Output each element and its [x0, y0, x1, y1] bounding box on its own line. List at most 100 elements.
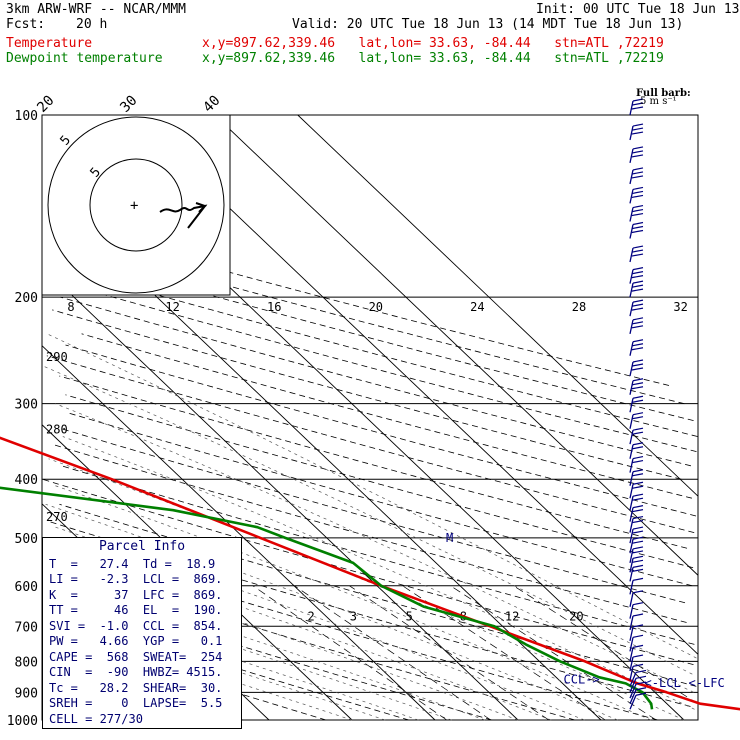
wind-barb-flag: [632, 559, 644, 563]
wind-barb-flag: [632, 412, 644, 416]
wind-barb: [629, 548, 634, 564]
pressure-tick-label: 300: [15, 398, 38, 413]
wind-barb-flag: [632, 363, 644, 367]
wind-barb-flag: [632, 473, 644, 477]
wind-barb: [629, 672, 637, 687]
wind-barb: [629, 666, 634, 681]
left-scale-label: 280: [46, 423, 68, 437]
wind-barb-flag: [632, 456, 644, 460]
wind-barb-flag: [632, 481, 644, 485]
wind-barb-flag: [632, 343, 644, 347]
wind-barb-flag: [632, 284, 644, 288]
forecast-hour: 20 h: [76, 17, 108, 32]
wind-barb-flag: [632, 127, 644, 131]
isotherm-label: 40: [200, 93, 223, 116]
wind-barb-flag: [632, 431, 644, 435]
parcel-row: CELL = 277/30: [49, 711, 143, 726]
sounding-annotation: <-LCL: [645, 676, 681, 690]
left-scale-label: 290: [46, 350, 68, 364]
hodograph-speed-label: 24: [470, 300, 484, 314]
pressure-tick-label: 600: [15, 580, 38, 595]
wind-barb: [629, 458, 634, 473]
isotherm-line: [214, 114, 699, 576]
wind-barb-flag: [632, 613, 644, 617]
sounding-curves: [0, 436, 740, 711]
dry-adiabat-line: [61, 465, 695, 645]
wind-barb-flag: [631, 367, 644, 371]
wind-barb: [629, 689, 637, 704]
wind-barb-flag: [632, 190, 644, 194]
wind-barb-flag: [632, 515, 644, 520]
mixing-ratio-line: [450, 585, 657, 721]
dry-adiabat-line: [63, 254, 694, 421]
hodograph-speed-label: 8: [67, 300, 74, 314]
wind-barb: [629, 604, 634, 619]
wind-barb-flag: [632, 460, 644, 464]
wind-barb: [629, 430, 634, 445]
temperature-profile: [0, 436, 740, 711]
wind-barb-flag: [631, 325, 644, 329]
dry-adiabat-line: [46, 355, 695, 533]
mixing-ratio-line: [402, 585, 606, 721]
wind-barb-flag: [632, 280, 644, 284]
pressure-tick-label: 500: [15, 532, 38, 547]
wind-barb-flag: [631, 347, 644, 351]
isotherm-line: [41, 266, 519, 721]
moist-adiabat-line: [43, 365, 693, 675]
wind-barb-flag: [632, 590, 644, 594]
hodograph-outer-ring: [47, 116, 225, 294]
parcel-row: SVI = -1.0 CCL = 854.: [49, 618, 223, 633]
wind-barb: [629, 567, 634, 582]
wind-barb: [629, 169, 634, 185]
wind-barb: [629, 380, 634, 395]
wind-barb-flag: [632, 416, 644, 420]
wind-barb-flag: [631, 253, 644, 257]
wind-barb-flag: [632, 509, 644, 513]
parcel-row: T = 27.4 Td = 18.9: [49, 556, 216, 571]
wind-barb: [629, 361, 634, 377]
wind-barb: [629, 539, 634, 554]
wind-legend-title: Full barb:: [636, 88, 691, 99]
dry-adiabat-line: [65, 344, 697, 517]
mixing-ratio-line: [252, 585, 447, 721]
wind-barb-flag: [632, 624, 644, 628]
wind-barb: [629, 615, 634, 631]
wind-barb-flag: [631, 175, 644, 179]
dry-adiabat-line: [59, 375, 688, 549]
wind-barb-flag: [631, 307, 644, 311]
wind-barb: [629, 207, 634, 222]
wind-barb-flag: [632, 208, 644, 213]
wind-barb: [629, 444, 634, 459]
wind-barb-flag: [631, 106, 644, 110]
wind-barb-flag: [632, 526, 644, 530]
wind-barb-flag: [635, 681, 647, 685]
wind-barb-flag: [631, 154, 644, 158]
wind-barb-flag: [632, 663, 644, 667]
wind-barb-flag: [631, 288, 644, 292]
wind-barb-flag: [632, 359, 644, 363]
wind-barb-flag: [632, 577, 644, 581]
model-title: 3km ARW-WRF -- NCAR/MMM: [6, 2, 187, 17]
isotherm-line: [41, 345, 436, 721]
wind-barb: [629, 398, 634, 413]
wind-barb-flag: [631, 386, 644, 390]
wind-barb: [629, 471, 634, 486]
wind-barb-flag: [632, 221, 644, 226]
dry-adiabat-line: [65, 411, 693, 587]
wind-barb-flag: [632, 395, 644, 399]
dry-adiabat-line: [81, 333, 692, 499]
wind-barb: [629, 528, 634, 544]
isotherm-line: [297, 114, 699, 497]
wind-barb: [629, 558, 634, 573]
hodograph-frame: [41, 114, 231, 296]
wind-barb-flag: [632, 555, 644, 559]
dry-adiabat-line: [64, 283, 697, 452]
hodograph: +55: [41, 114, 231, 296]
dry-adiabat-line: [65, 394, 694, 569]
wind-barb-flag: [632, 493, 644, 497]
wind-barb-flag: [632, 303, 644, 307]
parcel-info-title: Parcel Info: [98, 539, 186, 554]
moist-adiabat-line: [46, 333, 697, 659]
wind-barb-flag: [632, 146, 644, 150]
